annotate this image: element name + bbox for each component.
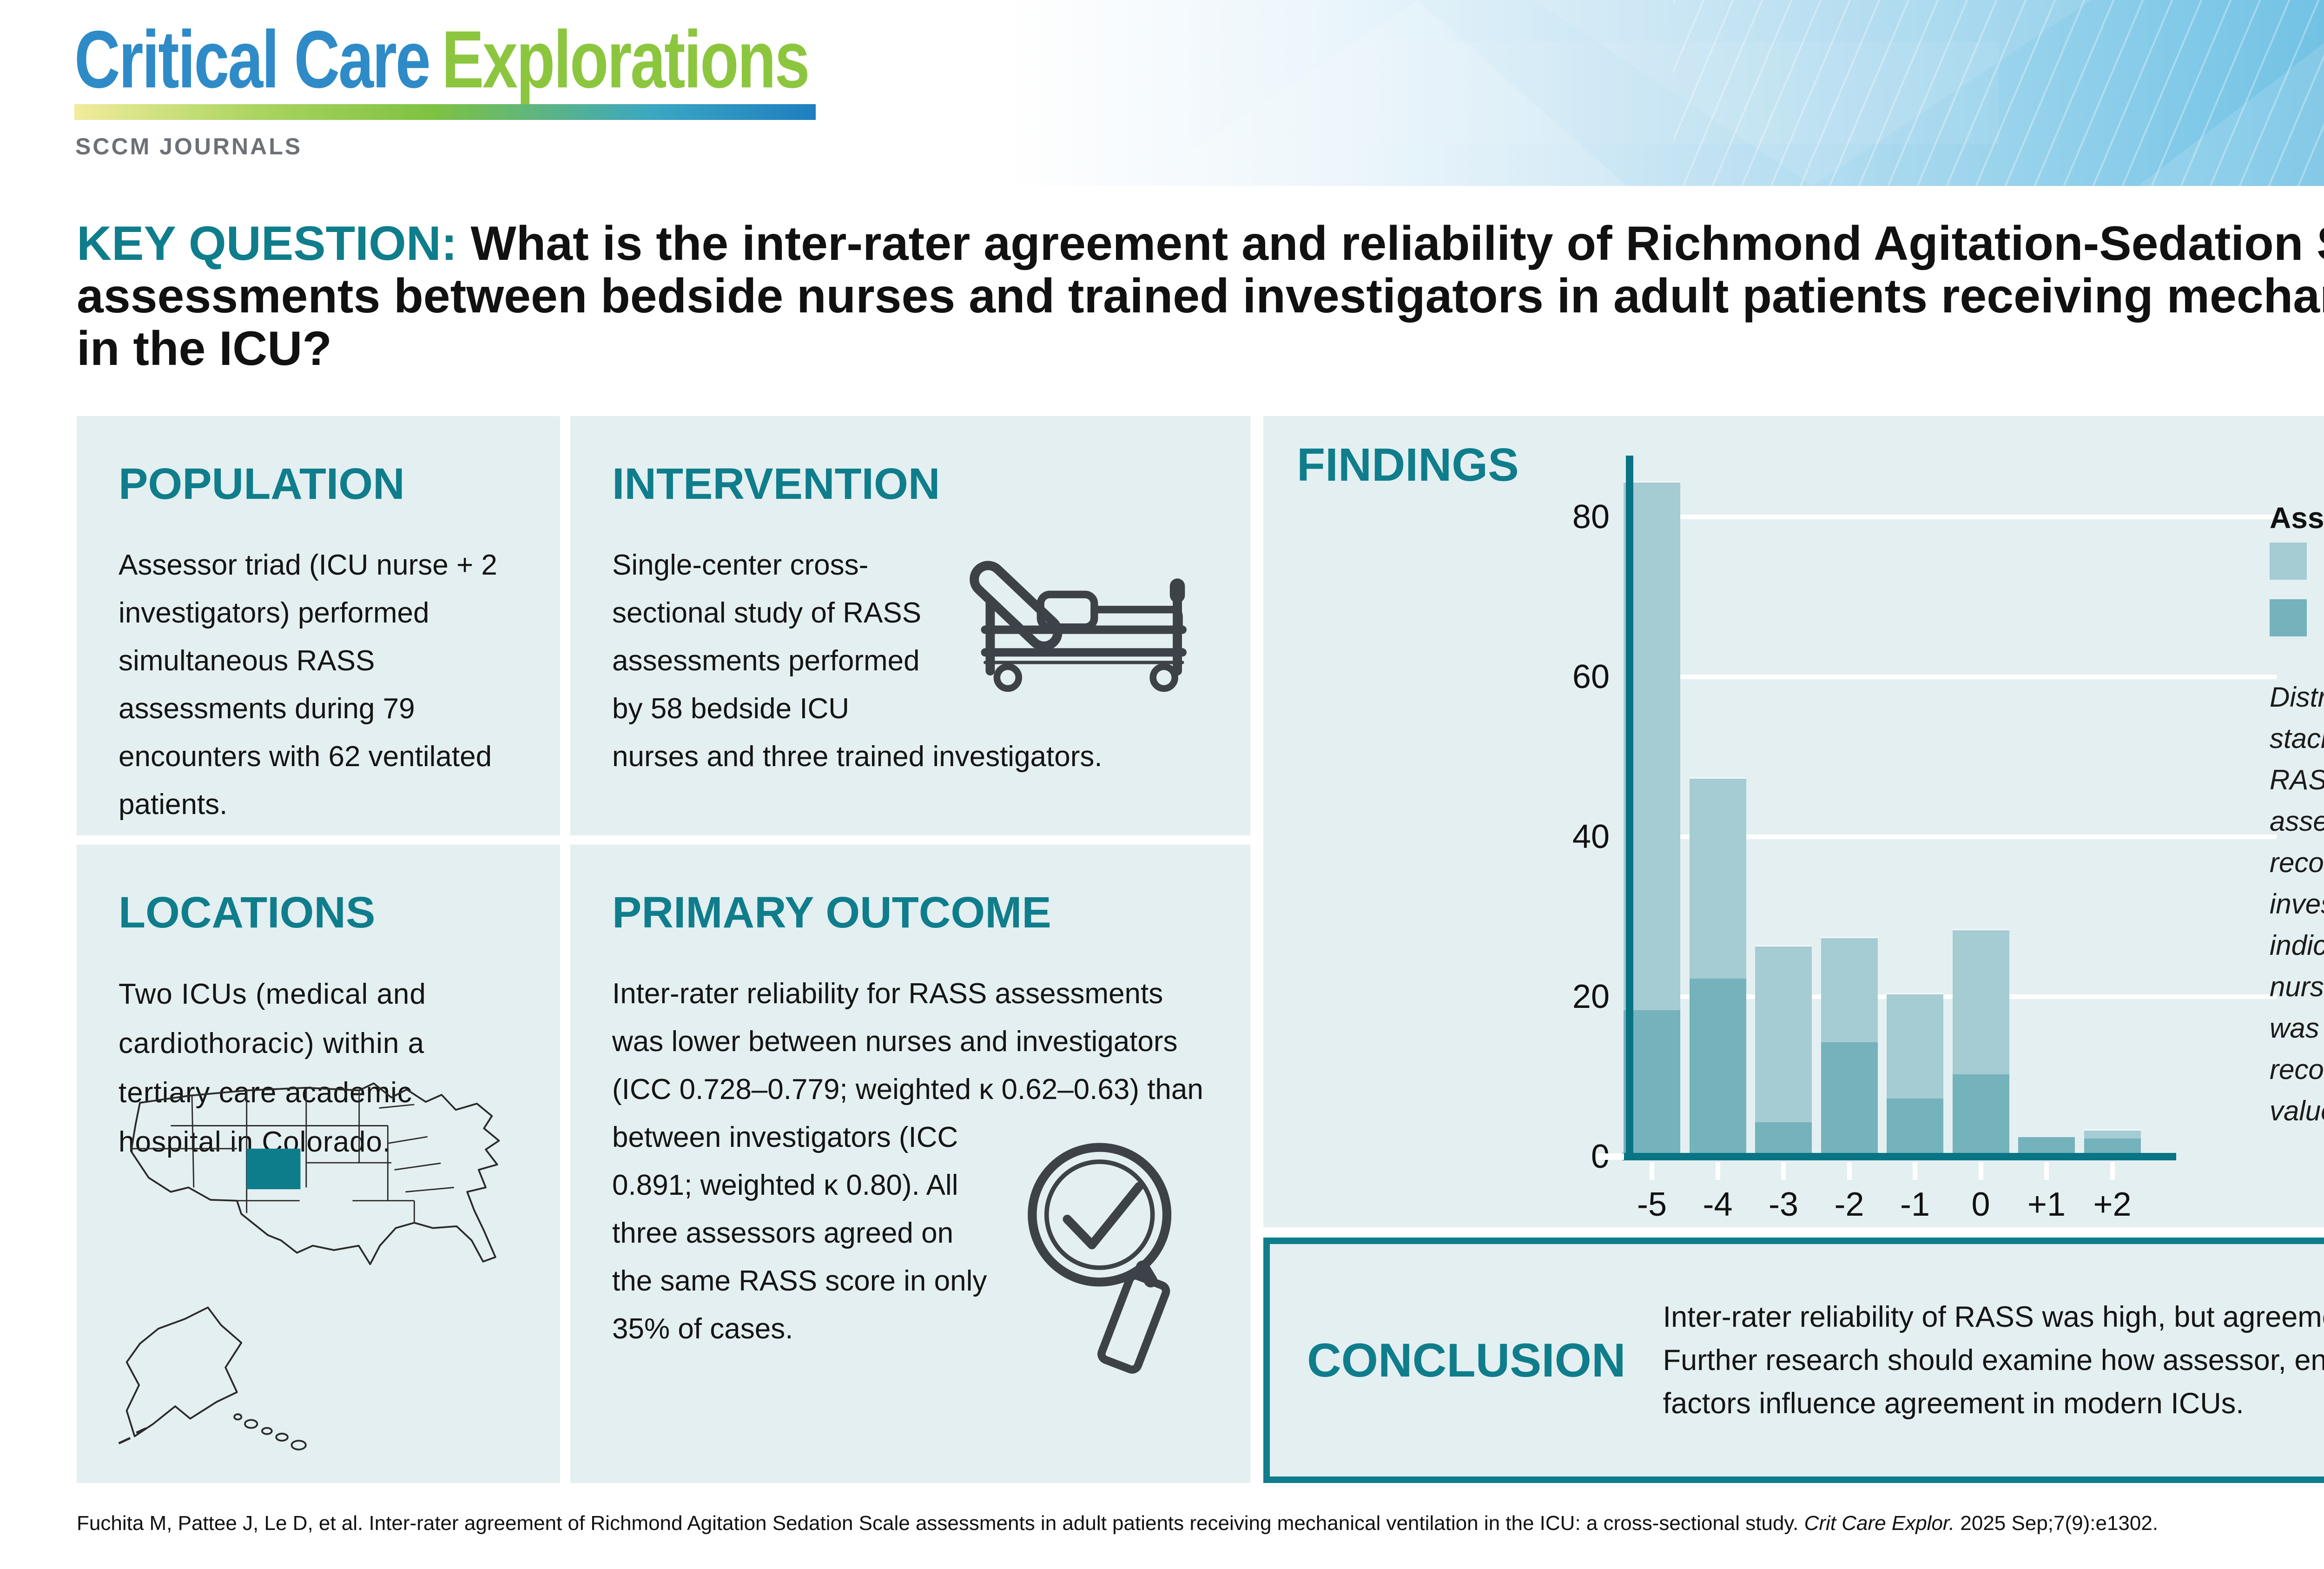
population-body: Assessor triad (ICU nurse + 2 investigat… — [119, 549, 497, 821]
legend-title: Assessors — [2270, 501, 2324, 535]
x-axis-label--1: -1 — [1900, 1186, 1930, 1223]
bar-segment-investigators--1 — [1887, 993, 1943, 1099]
bar-segment-nurses-+2 — [2084, 1137, 2141, 1153]
citation-part2: 2025 Sep;7(9):e1302. — [1954, 1512, 2159, 1535]
findings-panel: FINDINGS 0 20 40 60 80 -5 -4 -3 -2 -1 0 +1 +2 Assess… — [1263, 416, 2324, 1227]
conclusion-box: CONCLUSION Inter-rater reliability of RA… — [1263, 1238, 2324, 1483]
key-question: KEY QUESTION: What is the inter-rater ag… — [77, 218, 2324, 375]
key-question-text: What is the inter-rater agreement and re… — [77, 217, 2324, 376]
band-diagonal-stripes — [1673, 0, 2324, 186]
band-polygon-pattern — [1139, 0, 2324, 186]
primary-outcome-box: PRIMARY OUTCOME Inter-rater reliability … — [570, 845, 1250, 1483]
gridline-40 — [1633, 834, 2277, 839]
bar-segment-investigators--2 — [1821, 937, 1878, 1042]
legend-swatch-investigators — [2270, 543, 2307, 580]
x-tick--2 — [1847, 1162, 1852, 1180]
primary-outcome-title: PRIMARY OUTCOME — [612, 888, 1051, 937]
chart-caption: Distribution of Recorded RASS. A stacked… — [2270, 682, 2324, 1126]
journal-title-explorations: Explorations — [442, 14, 810, 105]
y-axis-label-60: 60 — [1572, 658, 1610, 695]
x-tick--4 — [1715, 1162, 1720, 1180]
y-axis-line — [1626, 456, 1633, 1160]
legend-label-nurses: Nurses — [2322, 603, 2324, 636]
bar-segment-nurses--2 — [1821, 1041, 1878, 1153]
population-title: POPULATION — [119, 459, 405, 509]
conclusion-title: CONCLUSION — [1307, 1333, 1626, 1387]
hospital-bed-icon — [948, 546, 1208, 693]
primary-outcome-text-part2: between investigators (ICC 0.891; weight… — [612, 1121, 987, 1345]
citation: Fuchita M, Pattee J, Le D, et al. Inter-… — [77, 1512, 2158, 1535]
x-axis-label--3: -3 — [1768, 1186, 1799, 1223]
locations-box: LOCATIONS Two ICUs (medical and cardioth… — [77, 845, 560, 1483]
bar-segment-nurses--1 — [1887, 1097, 1943, 1153]
x-axis-label-0: 0 — [1971, 1186, 1990, 1223]
bar-segment-investigators-0 — [1953, 929, 2009, 1074]
intervention-body: Single-center cross-sectional study of R… — [612, 541, 1208, 781]
bar-segment-investigators--3 — [1755, 945, 1812, 1122]
y-axis-label-0: 0 — [1503, 1138, 1610, 1175]
bar-segment-nurses-0 — [1953, 1073, 2009, 1153]
y-axis-label-40: 40 — [1572, 818, 1610, 855]
intervention-title: INTERVENTION — [612, 459, 940, 509]
intervention-box: INTERVENTION Single — [570, 416, 1250, 835]
sccm-journals-label: SCCM JOURNALS — [75, 133, 303, 159]
conclusion-body: Inter-rater reliability of RASS was high… — [1663, 1300, 2324, 1420]
logo-gradient-underline — [74, 104, 816, 120]
x-tick-+2 — [2110, 1162, 2115, 1180]
citation-part1: Fuchita M, Pattee J, Le D, et al. Inter-… — [77, 1512, 1804, 1535]
y-axis-label-20: 20 — [1572, 978, 1610, 1015]
x-tick--3 — [1781, 1162, 1786, 1180]
x-axis-label--5: -5 — [1637, 1186, 1667, 1223]
x-axis-label--4: -4 — [1703, 1186, 1733, 1223]
x-tick-0 — [1978, 1162, 1983, 1180]
y-axis-label-80: 80 — [1572, 498, 1610, 536]
zero-tick-mark — [1597, 1153, 1624, 1160]
gridline-80 — [1633, 515, 2277, 519]
legend-swatch-nurses — [2270, 599, 2307, 636]
locations-body: Two ICUs (medical and cardiothoracic) wi… — [119, 978, 426, 1158]
locations-title: LOCATIONS — [119, 888, 376, 937]
x-axis-line — [1622, 1153, 2176, 1160]
x-axis-label--2: -2 — [1834, 1186, 1864, 1223]
bar-segment-nurses-+1 — [2018, 1137, 2075, 1153]
intervention-text: Single-center cross-sectional study of R… — [612, 549, 1103, 773]
colorado-state-highlight — [246, 1148, 301, 1190]
journal-logo: Critical Care Explorations — [74, 18, 1016, 102]
us-map-colorado-highlight — [106, 1055, 538, 1455]
bar-segment-investigators-+2 — [2084, 1129, 2141, 1139]
citation-journal-name: Crit Care Explor. — [1804, 1512, 1955, 1535]
x-axis-label-+1: +1 — [2027, 1186, 2066, 1223]
bar-segment-nurses--4 — [1690, 977, 1746, 1153]
bar-segment-investigators--4 — [1690, 777, 1746, 979]
header-band — [0, 0, 2324, 186]
x-tick-+1 — [2044, 1162, 2049, 1180]
magnifier-check-icon — [1009, 1123, 1208, 1383]
journal-title-critical-care: Critical Care — [74, 14, 431, 105]
gridline-60 — [1633, 675, 2277, 679]
x-tick--5 — [1650, 1162, 1654, 1180]
primary-outcome-text-part1: Inter-rater reliability for RASS assessm… — [612, 978, 1203, 1106]
bar-segment-nurses--3 — [1755, 1121, 1812, 1153]
legend-label-investigators: Investigators — [2322, 546, 2324, 579]
x-tick--1 — [1913, 1162, 1917, 1180]
findings-title: FINDINGS — [1297, 439, 1519, 491]
key-question-label: KEY QUESTION: — [77, 217, 457, 271]
primary-outcome-body: Inter-rater reliability for RASS assessm… — [612, 970, 1208, 1374]
x-axis-label-+2: +2 — [2093, 1186, 2132, 1223]
population-box: POPULATION Assessor triad (ICU nurse + 2… — [77, 416, 560, 835]
